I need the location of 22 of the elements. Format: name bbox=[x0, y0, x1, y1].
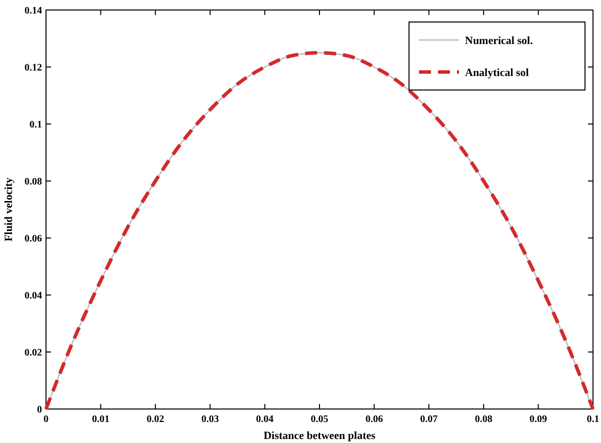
y-tick-label: 0.04 bbox=[24, 290, 42, 302]
x-tick-label: 0.08 bbox=[474, 414, 492, 425]
legend-label: Analytical sol bbox=[465, 67, 529, 79]
x-tick-label: 0.07 bbox=[420, 414, 438, 425]
x-tick-label: 0.09 bbox=[530, 414, 548, 425]
y-tick-label: 0.12 bbox=[24, 62, 42, 74]
y-tick-label: 0.1 bbox=[30, 120, 42, 130]
y-tick-label: 0.14 bbox=[24, 6, 42, 16]
y-tick-label: 0.08 bbox=[24, 176, 42, 188]
x-tick-label: 0.03 bbox=[201, 414, 219, 425]
y-tick-label: 0 bbox=[37, 404, 42, 416]
x-tick-label: 0.05 bbox=[310, 414, 328, 425]
x-tick-label: 0.01 bbox=[92, 414, 110, 425]
y-tick-label: 0.02 bbox=[24, 348, 42, 358]
x-axis-title: Distance between plates bbox=[264, 430, 376, 442]
x-tick-label: 0.02 bbox=[146, 414, 164, 425]
y-axis-title: Fluid velocity bbox=[3, 177, 15, 242]
legend-label: Numerical sol. bbox=[465, 35, 534, 47]
x-tick-label: 0.04 bbox=[256, 414, 274, 425]
y-tick-label: 0.06 bbox=[24, 234, 42, 244]
x-tick-label: 0.1 bbox=[586, 414, 600, 425]
x-tick-label: 0.06 bbox=[365, 414, 383, 425]
